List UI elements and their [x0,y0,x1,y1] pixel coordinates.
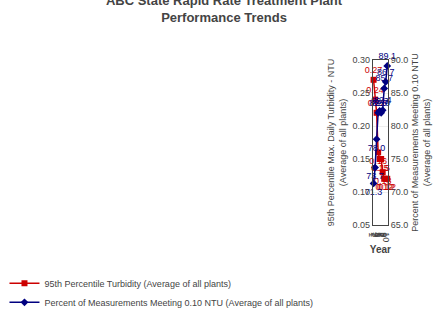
svg-text:86.7: 86.7 [377,67,395,77]
svg-text:0.10: 0.10 [352,187,370,197]
svg-text:9: 9 [379,232,389,237]
svg-text:10: 10 [381,232,391,242]
svg-text:85.0: 85.0 [391,88,409,98]
svg-text:0.27: 0.27 [365,65,383,75]
svg-text:85.7: 85.7 [375,73,393,83]
svg-text:0.05: 0.05 [352,220,370,230]
svg-text:0.15: 0.15 [371,163,389,173]
svg-text:89.1: 89.1 [378,51,396,61]
svg-text:2: 2 [369,232,379,237]
svg-text:71.3: 71.3 [365,187,383,197]
svg-text:6: 6 [375,232,385,237]
svg-text:0.12: 0.12 [375,182,393,192]
svg-text:7: 7 [376,232,386,237]
svg-text:Percent of Measurements Meetin: Percent of Measurements Meeting 0.10 NTU… [44,298,312,308]
svg-text:0.15: 0.15 [352,154,370,164]
svg-text:82.3: 82.3 [371,96,389,106]
svg-text:82.0: 82.0 [372,98,390,108]
svg-text:75.0: 75.0 [391,154,409,164]
svg-text:65.0: 65.0 [391,220,409,230]
svg-text:73.7: 73.7 [366,171,384,181]
svg-text:95th Percentile Turbidity (Ave: 95th Percentile Turbidity (Average of al… [44,279,230,289]
svg-text:0.15: 0.15 [372,163,390,173]
svg-text:Percent of Measurements Meetin: Percent of Measurements Meeting 0.10 NTU… [410,53,432,232]
svg-text:5: 5 [373,232,383,237]
svg-text:0.30: 0.30 [352,55,370,65]
svg-text:80.0: 80.0 [391,121,409,131]
svg-text:Year: Year [370,244,391,255]
svg-text:0.16: 0.16 [369,156,387,166]
svg-text:0.25: 0.25 [352,88,370,98]
svg-text:70.0: 70.0 [391,187,409,197]
svg-text:0.12: 0.12 [377,182,395,192]
svg-text:0.24: 0.24 [366,85,384,95]
svg-text:1: 1 [367,232,377,237]
svg-text:0.22: 0.22 [368,98,386,108]
svg-text:90.0: 90.0 [391,55,409,65]
svg-text:95th Percentile Max. Daily Tur: 95th Percentile Max. Daily Turbidity - N… [326,59,348,227]
svg-text:0.20: 0.20 [352,121,370,131]
svg-text:3: 3 [370,232,380,237]
svg-text:0.13: 0.13 [374,176,392,186]
svg-text:ABC State Rapid Rate Treatment: ABC State Rapid Rate Treatment PlantPerf… [106,0,343,25]
svg-text:8: 8 [378,232,388,237]
svg-text:82.0: 82.0 [369,98,387,108]
svg-text:78.0: 78.0 [368,143,386,153]
svg-text:0.12: 0.12 [378,182,396,192]
svg-text:4: 4 [372,232,382,237]
svg-text:82.4: 82.4 [374,95,392,105]
